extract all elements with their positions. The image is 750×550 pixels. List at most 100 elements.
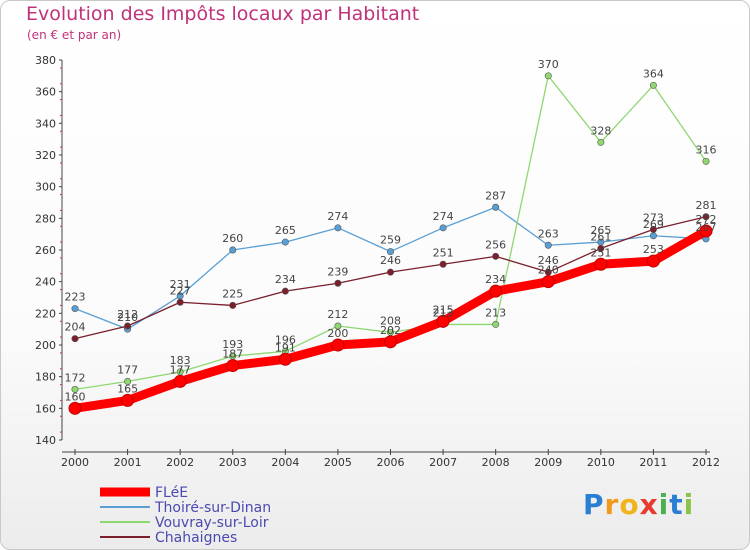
legend: FLéEThoiré-sur-DinanVouvray-sur-LoirChah… [100, 485, 271, 546]
data-label: 196 [275, 333, 296, 346]
y-tick-label: 280 [35, 212, 56, 225]
data-label: 231 [170, 278, 191, 291]
data-label: 204 [65, 321, 86, 334]
data-label: 246 [538, 254, 559, 267]
y-tick-label: 200 [35, 339, 56, 352]
data-label: 259 [380, 234, 401, 247]
chart-subtitle: (en € et par an) [27, 28, 122, 42]
data-point [124, 377, 132, 385]
data-point [702, 157, 710, 165]
data-label: 256 [485, 238, 506, 251]
data-label: 260 [222, 232, 243, 245]
data-label: 177 [170, 363, 191, 376]
y-tick-label: 160 [35, 402, 56, 415]
data-point [229, 301, 237, 309]
y-tick-label: 180 [35, 371, 56, 384]
data-point [649, 225, 657, 233]
proxiti-logo: Proxiti [583, 488, 694, 521]
data-label: 246 [380, 254, 401, 267]
y-tick-label: 320 [35, 149, 56, 162]
data-label: 251 [433, 246, 454, 259]
data-label: 261 [590, 230, 611, 243]
data-point [702, 213, 710, 221]
x-tick-label: 2011 [639, 456, 667, 469]
data-label: 251 [590, 246, 611, 259]
chart-title: Evolution des Impôts locaux par Habitant [26, 3, 420, 25]
data-point [176, 298, 184, 306]
data-point [281, 287, 289, 295]
data-label: 240 [538, 264, 559, 277]
x-tick-label: 2002 [166, 456, 194, 469]
data-point [597, 244, 605, 252]
data-label: 187 [222, 348, 243, 361]
data-point [386, 248, 394, 256]
data-point [649, 232, 657, 240]
data-point [492, 203, 500, 211]
data-point [334, 224, 342, 232]
data-point [121, 393, 135, 407]
data-label: 210 [117, 311, 138, 324]
data-label: 370 [538, 58, 559, 71]
data-label: 223 [65, 291, 86, 304]
logo-letter: r [604, 488, 620, 521]
data-point [649, 81, 657, 89]
data-label: 267 [696, 221, 717, 234]
x-tick-label: 2003 [219, 456, 247, 469]
y-tick-label: 380 [35, 54, 56, 67]
data-label: 212 [327, 308, 348, 321]
data-point [544, 72, 552, 80]
data-label: 213 [433, 306, 454, 319]
legend-label: FLéE [155, 485, 188, 501]
data-label: 328 [590, 124, 611, 137]
data-label: 263 [538, 227, 559, 240]
data-label: 227 [170, 284, 191, 297]
data-point [68, 401, 82, 415]
data-point [71, 335, 79, 343]
data-label: 208 [380, 314, 401, 327]
data-point [281, 238, 289, 246]
data-point [646, 254, 660, 268]
data-point [226, 359, 240, 373]
data-point [334, 322, 342, 330]
data-label: 281 [696, 199, 717, 212]
data-label: 225 [222, 287, 243, 300]
y-tick-label: 340 [35, 117, 56, 130]
data-point [384, 335, 397, 349]
data-label: 253 [643, 243, 664, 256]
series-line-0 [74, 206, 707, 330]
legend-label: Chahaignes [155, 530, 237, 546]
data-label: 274 [327, 210, 348, 223]
logo-letter: x [639, 488, 659, 521]
data-label: 215 [433, 303, 454, 316]
data-point [71, 385, 79, 393]
legend-label: Thoiré-sur-Dinan [154, 500, 271, 516]
data-label: 193 [222, 338, 243, 351]
data-label: 274 [433, 210, 454, 223]
data-label: 265 [590, 224, 611, 237]
x-tick-label: 2012 [692, 456, 720, 469]
x-tick-label: 2006 [377, 456, 405, 469]
y-tick-label: 300 [35, 181, 56, 194]
data-point [492, 320, 500, 328]
series-layer [68, 72, 713, 415]
data-point [334, 279, 342, 287]
data-point [124, 322, 132, 330]
data-label: 212 [117, 308, 138, 321]
data-point [173, 374, 187, 388]
data-label: 160 [65, 390, 86, 403]
data-label: 273 [643, 211, 664, 224]
logo-letter: P [583, 488, 605, 521]
data-point [699, 224, 713, 238]
x-tick-label: 2010 [587, 456, 615, 469]
data-labels: 223 210 231 260 265 274 259 274 287 263 265 269 267 1… [65, 58, 717, 404]
data-point [439, 224, 447, 232]
data-point [229, 246, 237, 254]
x-tick-label: 2004 [271, 456, 299, 469]
y-tick-label: 260 [35, 244, 56, 257]
data-label: 177 [117, 363, 138, 376]
x-tick-label: 2005 [324, 456, 352, 469]
data-label: 183 [170, 354, 191, 367]
data-point [386, 268, 394, 276]
data-label: 234 [485, 273, 506, 286]
data-label: 172 [65, 371, 86, 384]
